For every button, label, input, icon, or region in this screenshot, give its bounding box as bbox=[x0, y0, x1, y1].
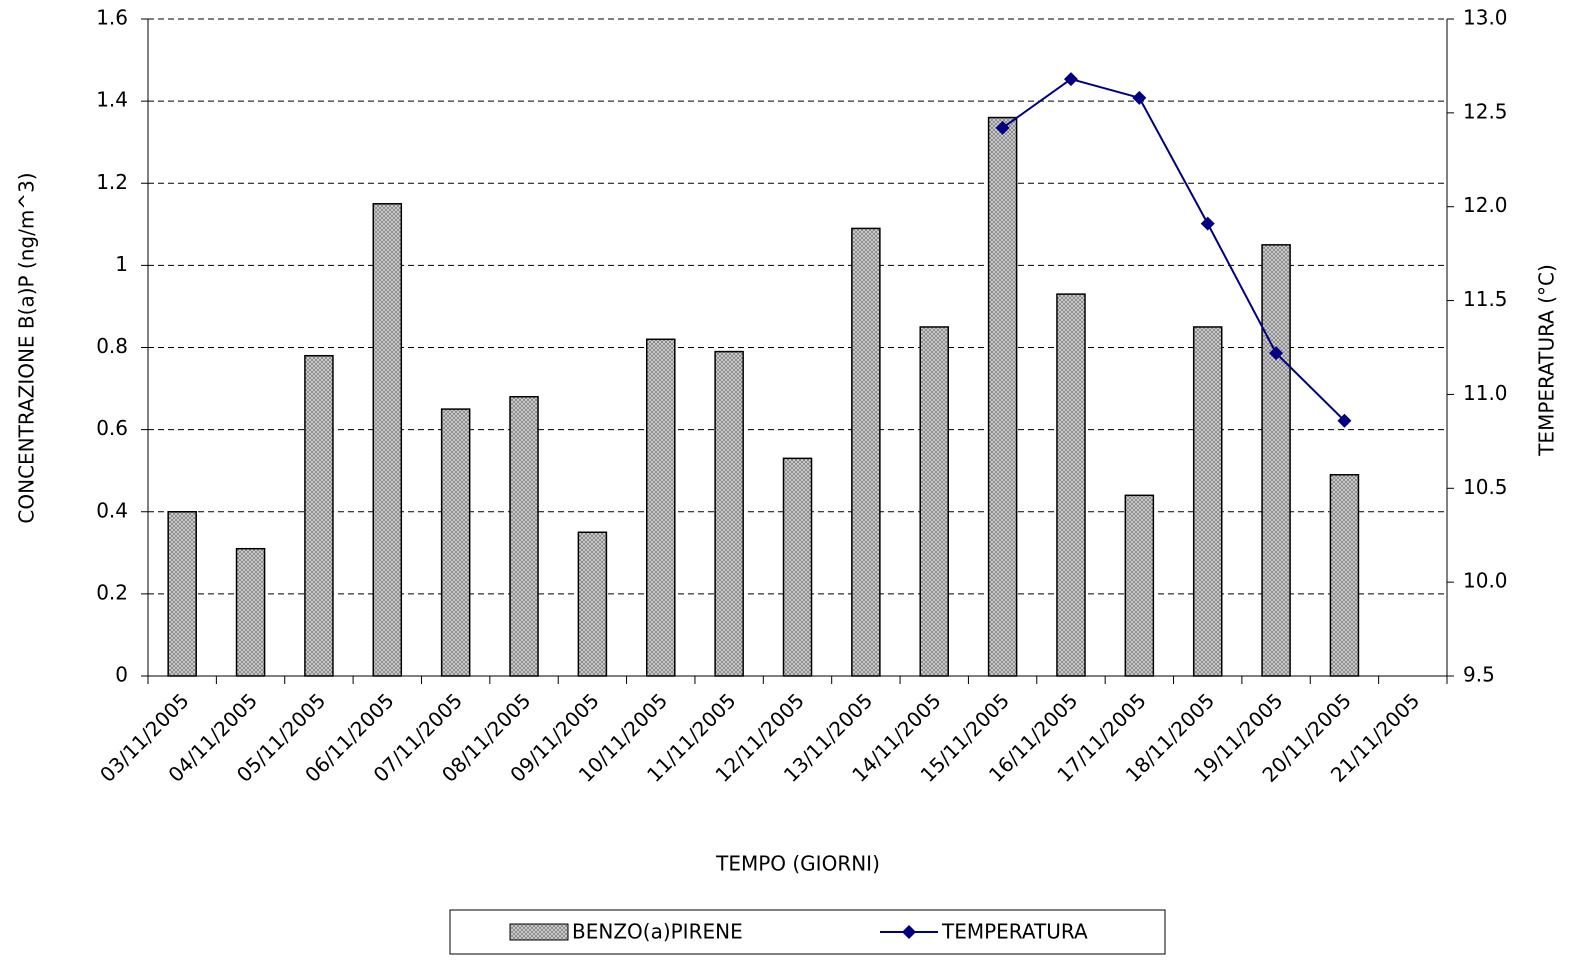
marker bbox=[1269, 346, 1284, 361]
bar bbox=[167, 511, 197, 677]
y-tick-label: 1.2 bbox=[96, 170, 128, 194]
y-tick-label: 1.4 bbox=[96, 88, 128, 112]
y-tick-label: 0.6 bbox=[96, 416, 128, 440]
y2-tick-label: 11.5 bbox=[1463, 287, 1508, 311]
y2-tick-label: 13.0 bbox=[1463, 6, 1508, 30]
y-tick-label: 0.2 bbox=[96, 580, 128, 604]
bar bbox=[1261, 244, 1291, 677]
marker bbox=[1200, 216, 1215, 231]
bar bbox=[987, 116, 1018, 677]
bar bbox=[782, 457, 813, 677]
y-tick-label: 0.8 bbox=[96, 334, 128, 358]
bar bbox=[577, 531, 608, 677]
bar bbox=[851, 227, 881, 677]
y2-tick-label: 10.5 bbox=[1463, 475, 1508, 499]
y2-axis-title: TEMPERATURA (°C) bbox=[1535, 264, 1559, 457]
marker bbox=[1063, 72, 1078, 87]
x-axis-title: TEMPO (GIORNI) bbox=[715, 852, 880, 876]
y-axis-title: CONCENTRAZIONE B(a)P (ng/m^3) bbox=[15, 172, 39, 523]
bar bbox=[1192, 326, 1223, 677]
marker bbox=[995, 120, 1010, 135]
bar bbox=[440, 408, 471, 677]
y-tick-label: 1.6 bbox=[96, 6, 128, 30]
bar bbox=[714, 350, 744, 677]
legend-label: TEMPERATURA bbox=[941, 920, 1088, 944]
marker bbox=[1132, 90, 1147, 105]
bar bbox=[1329, 474, 1360, 677]
legend-marker bbox=[902, 925, 916, 939]
y-tick-label: 0.4 bbox=[96, 498, 128, 522]
y2-tick-label: 9.5 bbox=[1463, 663, 1495, 687]
bar bbox=[509, 396, 539, 677]
y2-tick-label: 12.5 bbox=[1463, 99, 1508, 123]
y2-tick-label: 12.0 bbox=[1463, 193, 1508, 217]
marker bbox=[1337, 413, 1352, 428]
bar bbox=[304, 354, 334, 677]
y2-tick-label: 11.0 bbox=[1463, 381, 1508, 405]
y-tick-label: 1 bbox=[115, 252, 128, 276]
y-tick-label: 0 bbox=[115, 663, 128, 687]
legend-box bbox=[449, 909, 1166, 955]
bar bbox=[372, 203, 403, 677]
bar bbox=[645, 338, 676, 677]
y2-tick-label: 10.0 bbox=[1463, 569, 1508, 593]
bar bbox=[1124, 494, 1155, 677]
bar bbox=[235, 547, 266, 677]
legend-label: BENZO(a)PIRENE bbox=[572, 920, 743, 944]
line bbox=[1002, 77, 1346, 422]
bar bbox=[1056, 293, 1086, 677]
bar bbox=[919, 326, 950, 677]
legend-swatch bbox=[509, 923, 569, 941]
